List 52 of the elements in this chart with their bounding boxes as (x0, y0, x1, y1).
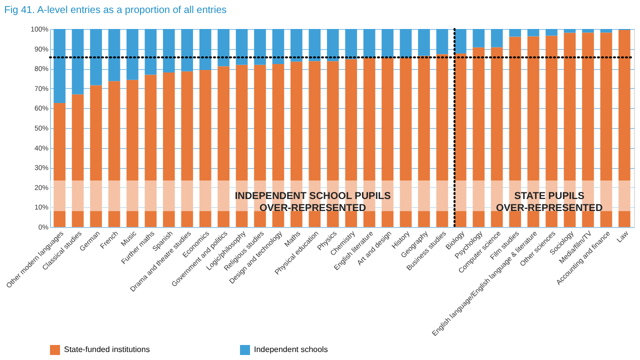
bar (54, 29, 66, 104)
bar (418, 29, 430, 56)
bar (218, 66, 230, 227)
bar (600, 29, 612, 33)
bar (382, 29, 394, 58)
bar (436, 29, 448, 54)
bar (126, 80, 138, 227)
bar (236, 29, 248, 65)
bar (90, 29, 102, 86)
bar (400, 29, 412, 58)
bar (564, 29, 576, 33)
bar (144, 29, 157, 75)
bar (345, 29, 358, 60)
bar (162, 29, 175, 73)
bar (72, 29, 84, 94)
bar (308, 29, 321, 62)
legend-label: Independent schools (254, 345, 328, 354)
bar (272, 29, 284, 64)
bar (454, 54, 466, 227)
bar (472, 47, 485, 227)
bar (546, 29, 558, 36)
bar (199, 70, 212, 227)
bar (72, 94, 84, 227)
bar (527, 29, 540, 36)
bar (582, 29, 594, 33)
chart-title: Fig 41. A-level entries as a proportion of all entries (4, 5, 227, 16)
bar (54, 103, 66, 227)
legend-label: State-funded institutions (64, 345, 150, 354)
bar (126, 29, 138, 80)
bar (454, 29, 466, 54)
bar (254, 29, 266, 65)
bar (108, 81, 120, 227)
annotation: STATE PUPILS OVER-REPRESENTED (496, 190, 603, 214)
bar (144, 74, 157, 227)
bar (162, 72, 175, 227)
bar (218, 29, 230, 66)
bar (400, 58, 412, 227)
bar (290, 29, 302, 62)
bar (90, 85, 102, 227)
bar (436, 54, 448, 227)
bar (509, 29, 522, 37)
bar (618, 30, 630, 227)
bar (181, 29, 194, 72)
bar (490, 29, 503, 48)
bar (363, 29, 376, 58)
bar (418, 56, 430, 227)
bar (326, 29, 339, 62)
bar (181, 71, 194, 227)
annotation: INDEPENDENT SCHOOL PUPILS OVER-REPRESENTED (234, 190, 392, 214)
bar (199, 29, 212, 70)
bar (472, 29, 485, 48)
bar (108, 29, 120, 82)
